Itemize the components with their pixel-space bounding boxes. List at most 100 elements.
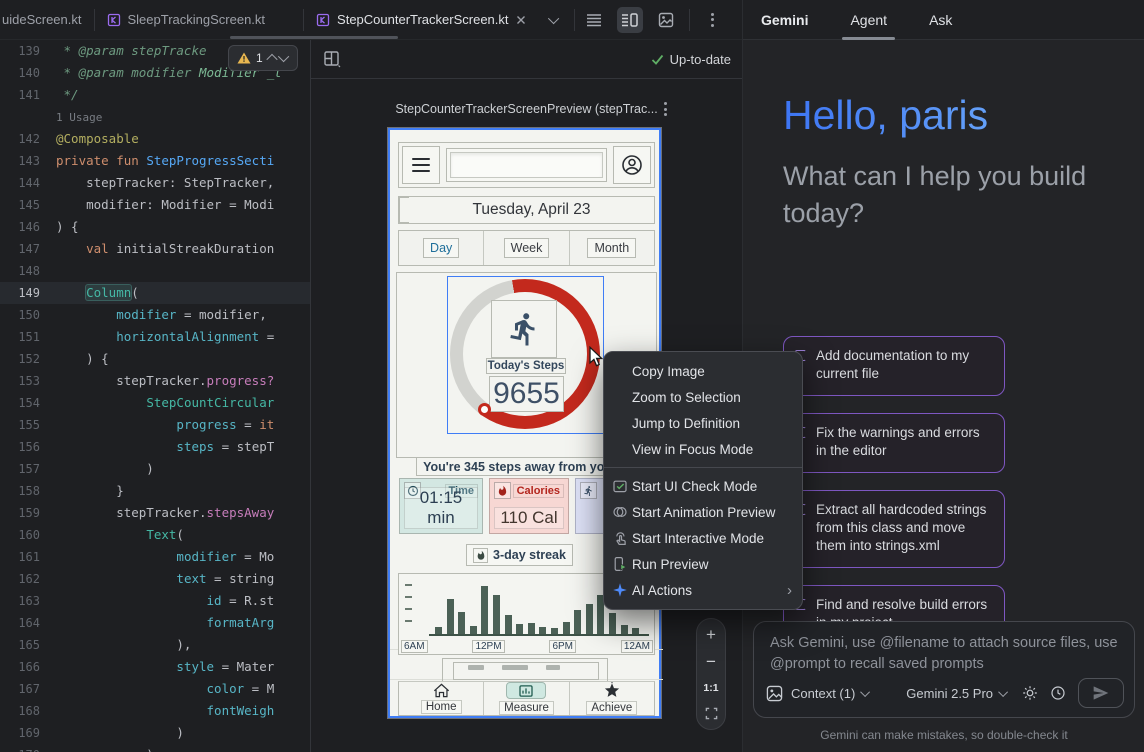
menu-item-run-preview[interactable]: Run Preview (604, 551, 802, 577)
nav-achieve[interactable]: Achieve (570, 682, 654, 715)
code-line[interactable]: 159 stepTracker.stepsAway (0, 502, 310, 524)
nav-measure[interactable]: Measure (484, 682, 570, 715)
phone-search-input[interactable] (446, 148, 607, 182)
tab-ask[interactable]: Ask (929, 11, 953, 28)
line-number: 156 (18, 440, 40, 454)
code-view-icon[interactable] (581, 7, 607, 33)
inspection-widget[interactable]: 1 (228, 45, 298, 71)
model-selector[interactable]: Gemini 2.5 Pro (906, 685, 993, 701)
close-icon[interactable] (516, 15, 526, 25)
line-number: 165 (18, 638, 40, 652)
prompt-chip[interactable]: Add documentation to my current file (783, 336, 1005, 396)
progress-end-dot (478, 403, 491, 416)
phone-menu-button[interactable] (402, 146, 440, 184)
zoom-ratio[interactable]: 1:1 (703, 682, 719, 694)
menu-item-ai-actions[interactable]: AI Actions › (604, 577, 802, 603)
code-line[interactable]: 152 ) { (0, 348, 310, 370)
prompt-chip[interactable]: Extract all hardcoded strings from this … (783, 490, 1005, 568)
line-number: 161 (18, 550, 40, 564)
gemini-prompt-input[interactable]: Ask Gemini, use @filename to attach sour… (753, 621, 1135, 718)
prev-warning-icon[interactable] (266, 53, 278, 66)
gemini-header: Gemini Agent Ask (743, 0, 1144, 40)
ai-icon (612, 582, 628, 598)
menu-item-copy-image[interactable]: Copy Image (632, 363, 705, 379)
code-line[interactable]: 158 } (0, 480, 310, 502)
code-line[interactable]: 147 val initialStreakDuration (0, 238, 310, 260)
code-line[interactable]: 170 ) (0, 744, 310, 752)
truncated-button[interactable] (442, 658, 608, 682)
menu-item-start-interactive-mode[interactable]: Start Interactive Mode (604, 525, 802, 551)
tab-week[interactable]: Week (484, 231, 570, 265)
design-view-icon[interactable] (653, 7, 679, 33)
attach-image-icon[interactable] (766, 685, 783, 702)
code-line[interactable]: 161 modifier = Mo (0, 546, 310, 568)
code-line[interactable]: 160 Text( (0, 524, 310, 546)
context-menu-items: Copy Image Zoom to Selection Jump to Defin… (604, 358, 802, 603)
prompt-chip[interactable]: Fix the warnings and errors in the edito… (783, 413, 1005, 473)
gear-icon[interactable] (1022, 685, 1038, 701)
next-warning-icon[interactable] (277, 50, 289, 63)
ui-check-icon (612, 478, 628, 494)
tab-guidescreen[interactable]: uideScreen.kt (0, 0, 94, 40)
code-line[interactable]: 154 StepCountCircular (0, 392, 310, 414)
code-line[interactable]: 143 private fun StepProgressSecti (0, 150, 310, 172)
code-line[interactable]: 148 (0, 260, 310, 282)
code-line[interactable]: 150 modifier = modifier, (0, 304, 310, 326)
tab-list-chevron-down-icon[interactable] (542, 7, 568, 33)
zoom-in-icon[interactable]: + (706, 625, 716, 644)
code-line[interactable]: 167 color = M (0, 678, 310, 700)
phone-profile-button[interactable] (613, 146, 651, 184)
tab-label: SleepTrackingScreen.kt (127, 12, 266, 27)
code-line[interactable]: 149 Column( (0, 282, 310, 304)
code-line[interactable]: 155 progress = it (0, 414, 310, 436)
menu-item-start-ui-check-mode[interactable]: Start UI Check Mode (604, 473, 802, 499)
kotlin-file-icon (316, 13, 330, 27)
menu-item-start-animation-preview[interactable]: Start Animation Preview (604, 499, 802, 525)
code-line[interactable]: 166 style = Mater (0, 656, 310, 678)
code-line[interactable]: 139 * @param stepTracke (0, 40, 310, 62)
code-line[interactable]: 153 stepTracker.progress? (0, 370, 310, 392)
code-line[interactable]: 168 fontWeigh (0, 700, 310, 722)
code-line[interactable]: 142 @Composable (0, 128, 310, 150)
menu-item-view-in-focus-mode[interactable]: View in Focus Mode (632, 441, 754, 457)
code-line[interactable]: 144 stepTracker: StepTracker, (0, 172, 310, 194)
code-line[interactable]: 156 steps = stepT (0, 436, 310, 458)
menu-item-jump-to-definition[interactable]: Jump to Definition (632, 415, 741, 431)
code-line[interactable]: 162 text = string (0, 568, 310, 590)
layout-grid-icon[interactable] (323, 50, 341, 68)
chevron-down-icon[interactable] (860, 686, 871, 697)
code-line[interactable]: 165 ), (0, 634, 310, 656)
menu-item-zoom-to-selection[interactable]: Zoom to Selection (632, 389, 741, 405)
tab-day[interactable]: Day (399, 231, 485, 265)
chevron-down-icon[interactable] (998, 686, 1009, 697)
tab-stepcountertrackerscreen[interactable]: StepCounterTrackerScreen.kt (304, 0, 537, 40)
zoom-to-fit-icon[interactable] (705, 707, 718, 720)
calories-card: Calories 110 Cal (489, 478, 569, 534)
code-line[interactable]: 146) { (0, 216, 310, 238)
send-button[interactable] (1078, 678, 1124, 708)
kebab-menu-icon[interactable] (700, 7, 726, 33)
code-line[interactable]: 164 formatArg (0, 612, 310, 634)
tab-sleeptrackingscreen[interactable]: SleepTrackingScreen.kt (95, 0, 278, 40)
tab-scrollbar[interactable] (230, 36, 398, 39)
code-line[interactable]: 157 ) (0, 458, 310, 480)
tab-month[interactable]: Month (570, 231, 654, 265)
code-line[interactable]: 1 Usage (0, 106, 310, 128)
code-line[interactable]: 145 modifier: Modifier = Modi (0, 194, 310, 216)
line-number: 169 (18, 726, 40, 740)
code-line[interactable]: 141 */ (0, 84, 310, 106)
phone-preview[interactable]: Tuesday, April 23 Day Week Month Today's… (388, 128, 663, 718)
code-line[interactable]: 169 ) (0, 722, 310, 744)
code-line[interactable]: 163 id = R.st (0, 590, 310, 612)
nav-home[interactable]: Home (399, 682, 485, 715)
zoom-out-icon[interactable]: − (706, 652, 716, 671)
chart-bar (608, 613, 616, 634)
code-line[interactable]: 151 horizontalAlignment = (0, 326, 310, 348)
tab-agent[interactable]: Agent (842, 0, 895, 40)
context-selector[interactable]: Context (1) (791, 685, 856, 701)
history-icon[interactable] (1050, 685, 1066, 701)
split-view-icon[interactable] (616, 6, 643, 33)
preview-kebab-menu-icon[interactable] (663, 102, 667, 116)
code-editor[interactable]: 139 * @param stepTracke 140 * @param modi… (0, 40, 310, 752)
